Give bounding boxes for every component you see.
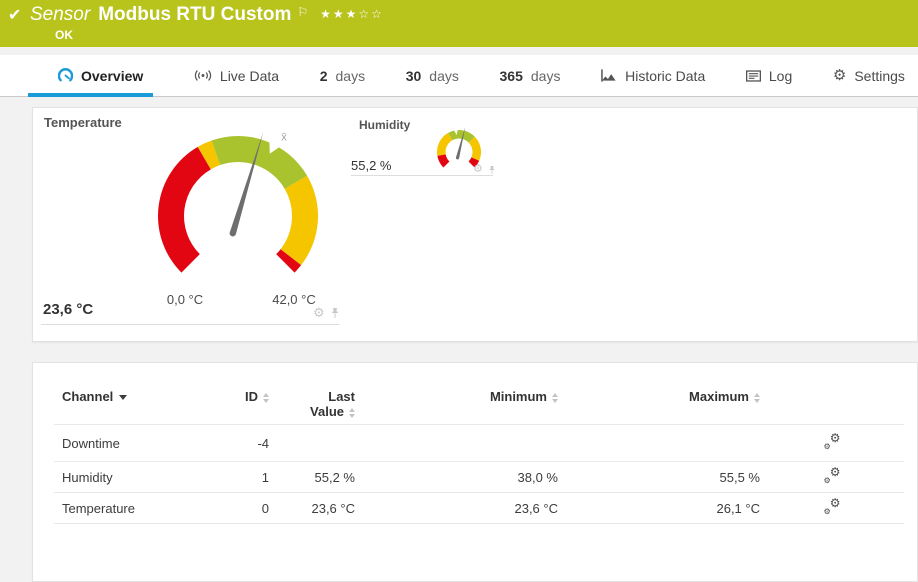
table-header-row: Channel ID Last Value Minimum Maximum bbox=[54, 363, 904, 425]
tab-label: Settings bbox=[854, 67, 905, 84]
tab-label: days bbox=[530, 67, 561, 84]
humidity-card-divider bbox=[351, 175, 493, 176]
sort-icon bbox=[552, 392, 558, 403]
column-header-channel[interactable]: Channel bbox=[62, 389, 212, 419]
tab-number: 365 bbox=[499, 67, 523, 84]
sort-icon bbox=[263, 392, 269, 403]
tab-settings[interactable]: ⚙ Settings bbox=[833, 55, 905, 96]
table-row: Humidity 1 55,2 % 38,0 % 55,5 % ⚙ ⚙ bbox=[54, 462, 904, 493]
live-icon bbox=[194, 70, 212, 81]
log-icon bbox=[745, 69, 761, 82]
status-badge: OK bbox=[55, 28, 73, 42]
tab-live-data[interactable]: Live Data bbox=[194, 55, 279, 96]
temperature-scale-max: 42,0 °C bbox=[272, 292, 316, 307]
pin-icon[interactable] bbox=[330, 307, 340, 319]
tab-2-days[interactable]: 2 days bbox=[320, 55, 365, 96]
table-row: Temperature 0 23,6 °C 23,6 °C 26,1 °C ⚙ ⚙ bbox=[54, 493, 904, 524]
gear-icon[interactable]: ⚙ bbox=[473, 163, 483, 175]
channel-settings-icon[interactable]: ⚙ ⚙ bbox=[823, 465, 841, 485]
tab-overview[interactable]: Overview bbox=[28, 55, 154, 97]
priority-star-rating[interactable]: ★★★☆☆ bbox=[320, 7, 384, 21]
channel-name: Temperature bbox=[62, 500, 135, 516]
channel-minimum: 38,0 % bbox=[517, 469, 558, 485]
tab-number: 2 bbox=[319, 67, 328, 84]
gauge-icon bbox=[58, 68, 73, 82]
sensor-titlebar: ✔ Sensor Modbus RTU Custom ⚐ ★★★☆☆ OK bbox=[0, 0, 918, 47]
humidity-gauge bbox=[437, 126, 482, 168]
flag-icon[interactable]: ⚐ bbox=[297, 5, 309, 19]
channel-id: 1 bbox=[261, 469, 269, 485]
tab-number: 30 bbox=[405, 67, 422, 84]
tab-label: Log bbox=[768, 67, 793, 84]
channel-id: -4 bbox=[257, 435, 269, 451]
gear-icon: ⚙ bbox=[832, 67, 847, 84]
humidity-card-actions: ⚙ bbox=[473, 164, 496, 175]
status-check-icon: ✔ bbox=[8, 7, 22, 24]
channel-settings-icon[interactable]: ⚙ ⚙ bbox=[823, 431, 841, 451]
channel-maximum: 26,1 °C bbox=[716, 500, 760, 516]
channel-minimum: 23,6 °C bbox=[514, 500, 558, 516]
humidity-current-value: 55,2 % bbox=[351, 158, 392, 173]
channel-last-value: 55,2 % bbox=[314, 469, 355, 485]
sort-desc-icon bbox=[119, 395, 128, 401]
sort-icon bbox=[349, 407, 355, 418]
tab-label: Overview bbox=[81, 67, 144, 84]
tab-30-days[interactable]: 30 days bbox=[406, 55, 459, 96]
temperature-gauge: x̄ bbox=[157, 131, 318, 273]
tab-label: Live Data bbox=[219, 67, 280, 84]
gauges-panel: Temperature x̄ 0,0 °C 42,0 °C 23,6 °C ⚙ … bbox=[32, 107, 918, 342]
svg-text:x̄: x̄ bbox=[281, 131, 287, 143]
gear-icon[interactable]: ⚙ bbox=[313, 305, 325, 320]
temperature-current-value: 23,6 °C bbox=[43, 301, 94, 318]
channels-table-panel: Channel ID Last Value Minimum Maximum Dow… bbox=[32, 362, 918, 582]
channel-settings-icon[interactable]: ⚙ ⚙ bbox=[823, 496, 841, 516]
column-header-id[interactable]: ID bbox=[212, 389, 269, 419]
channel-name: Humidity bbox=[62, 469, 113, 485]
table-row: Downtime -4 ⚙ ⚙ bbox=[54, 425, 904, 462]
channel-maximum: 55,5 % bbox=[719, 469, 760, 485]
temperature-card-actions: ⚙ bbox=[313, 306, 340, 319]
historic-chart-icon bbox=[601, 69, 616, 82]
channel-id: 0 bbox=[261, 500, 269, 516]
tab-label: Historic Data bbox=[625, 67, 706, 84]
tab-bar: Overview Live Data 2 days 30 days 365 days … bbox=[0, 55, 918, 97]
page-title: Modbus RTU Custom bbox=[98, 4, 292, 25]
tab-label: days bbox=[335, 67, 366, 84]
sort-icon bbox=[754, 392, 760, 403]
object-kind-label: Sensor bbox=[30, 4, 91, 25]
tab-label: days bbox=[429, 67, 459, 84]
temperature-card-divider bbox=[41, 324, 339, 325]
pin-icon[interactable] bbox=[488, 165, 496, 175]
temperature-scale-min: 0,0 °C bbox=[166, 292, 204, 307]
column-header-minimum[interactable]: Minimum bbox=[355, 389, 558, 419]
tab-historic-data[interactable]: Historic Data bbox=[601, 55, 705, 96]
channel-name: Downtime bbox=[62, 435, 120, 451]
temperature-gauge-title: Temperature bbox=[44, 115, 122, 130]
tab-365-days[interactable]: 365 days bbox=[500, 55, 561, 96]
channel-last-value: 23,6 °C bbox=[311, 500, 355, 516]
column-header-maximum[interactable]: Maximum bbox=[558, 389, 760, 419]
humidity-gauge-title: Humidity bbox=[359, 118, 411, 132]
tab-log[interactable]: Log bbox=[745, 55, 793, 96]
column-header-last-value[interactable]: Last Value bbox=[310, 389, 355, 419]
